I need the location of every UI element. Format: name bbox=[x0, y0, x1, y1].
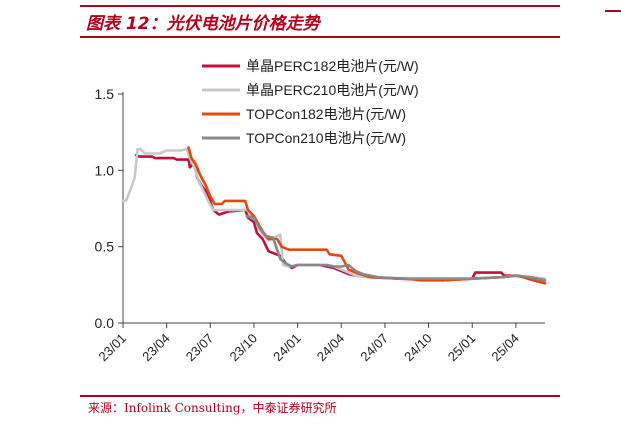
x-tick-label: 23/01 bbox=[96, 331, 130, 365]
x-tick-label: 24/07 bbox=[357, 331, 391, 365]
y-tick-label: 1.0 bbox=[95, 162, 115, 178]
y-tick-label: 1.5 bbox=[95, 86, 115, 102]
series-line-4 bbox=[245, 214, 547, 282]
y-tick-label: 0.0 bbox=[95, 315, 115, 331]
figure-title: 图表 12：光伏电池片价格走势 bbox=[86, 14, 320, 34]
title-rule-bottom bbox=[80, 36, 560, 38]
price-line-chart: 0.0 0.5 1.0 1.5 23/01 23/04 23/07 23/10 24/01 24/… bbox=[95, 58, 547, 364]
x-tick-label: 24/10 bbox=[401, 331, 435, 365]
x-tick-label: 23/10 bbox=[226, 331, 260, 365]
series-line-3 bbox=[187, 146, 547, 285]
series-lines bbox=[121, 146, 547, 285]
x-tick-label: 23/04 bbox=[139, 331, 173, 365]
legend: 单晶PERC182电池片(元/W) 单晶PERC210电池片(元/W) TOPCon… bbox=[202, 58, 419, 146]
legend-label-3: TOPCon182电池片(元/W) bbox=[246, 106, 406, 122]
x-tick-label: 23/07 bbox=[183, 331, 217, 365]
axes: 0.0 0.5 1.0 1.5 23/01 23/04 23/07 23/10 24/01 24/… bbox=[95, 86, 545, 364]
x-tick-label: 25/01 bbox=[445, 331, 479, 365]
footer-rule bbox=[80, 395, 560, 397]
y-tick-label: 0.5 bbox=[95, 239, 115, 255]
x-tick-label: 24/04 bbox=[314, 331, 348, 365]
adjacent-figure-fragment bbox=[605, 10, 621, 12]
source-note: 来源：Infolink Consulting，中泰证券研究所 bbox=[88, 401, 337, 415]
x-tick-label: 25/04 bbox=[488, 331, 522, 365]
legend-label-4: TOPCon210电池片(元/W) bbox=[246, 130, 406, 146]
legend-label-1: 单晶PERC182电池片(元/W) bbox=[246, 58, 419, 74]
x-tick-label: 24/01 bbox=[270, 331, 304, 365]
series-line-2 bbox=[121, 147, 547, 280]
title-rule-top bbox=[80, 5, 560, 7]
legend-label-2: 单晶PERC210电池片(元/W) bbox=[246, 82, 419, 98]
